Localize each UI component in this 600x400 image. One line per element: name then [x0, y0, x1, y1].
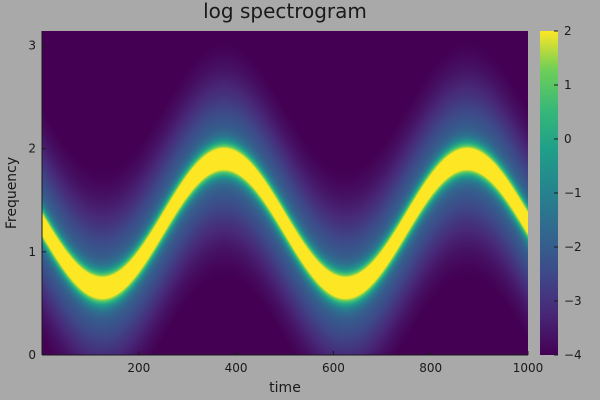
- colorbar-tick-label: −2: [564, 240, 582, 254]
- y-axis-label: Frequency: [4, 157, 20, 229]
- x-tick-label: 800: [419, 361, 442, 375]
- y-tick-label: 2: [28, 142, 36, 156]
- colorbar: [540, 31, 558, 355]
- heatmap-area: [42, 31, 528, 355]
- colorbar-tick-label: −3: [564, 294, 582, 308]
- colorbar-tick-label: −4: [564, 348, 582, 362]
- x-ticks: 200 400 600 800 1000: [127, 351, 543, 375]
- y-tick-label: 3: [28, 39, 36, 53]
- colorbar-tick-label: 2: [564, 24, 572, 38]
- x-tick-label: 1000: [513, 361, 544, 375]
- colorbar-tick-label: 1: [564, 78, 572, 92]
- colorbar-ticks: −4 −3 −2 −1 0 1 2: [554, 24, 582, 362]
- y-tick-label: 0: [28, 348, 36, 362]
- x-tick-label: 400: [225, 361, 248, 375]
- chart-title: log spectrogram: [203, 0, 367, 23]
- x-tick-label: 200: [127, 361, 150, 375]
- x-axis-label: time: [269, 380, 301, 396]
- y-ticks: 0 1 2 3: [28, 39, 46, 362]
- y-tick-label: 1: [28, 245, 36, 259]
- x-tick-label: 600: [322, 361, 345, 375]
- colorbar-tick-label: 0: [564, 132, 572, 146]
- colorbar-tick-label: −1: [564, 186, 582, 200]
